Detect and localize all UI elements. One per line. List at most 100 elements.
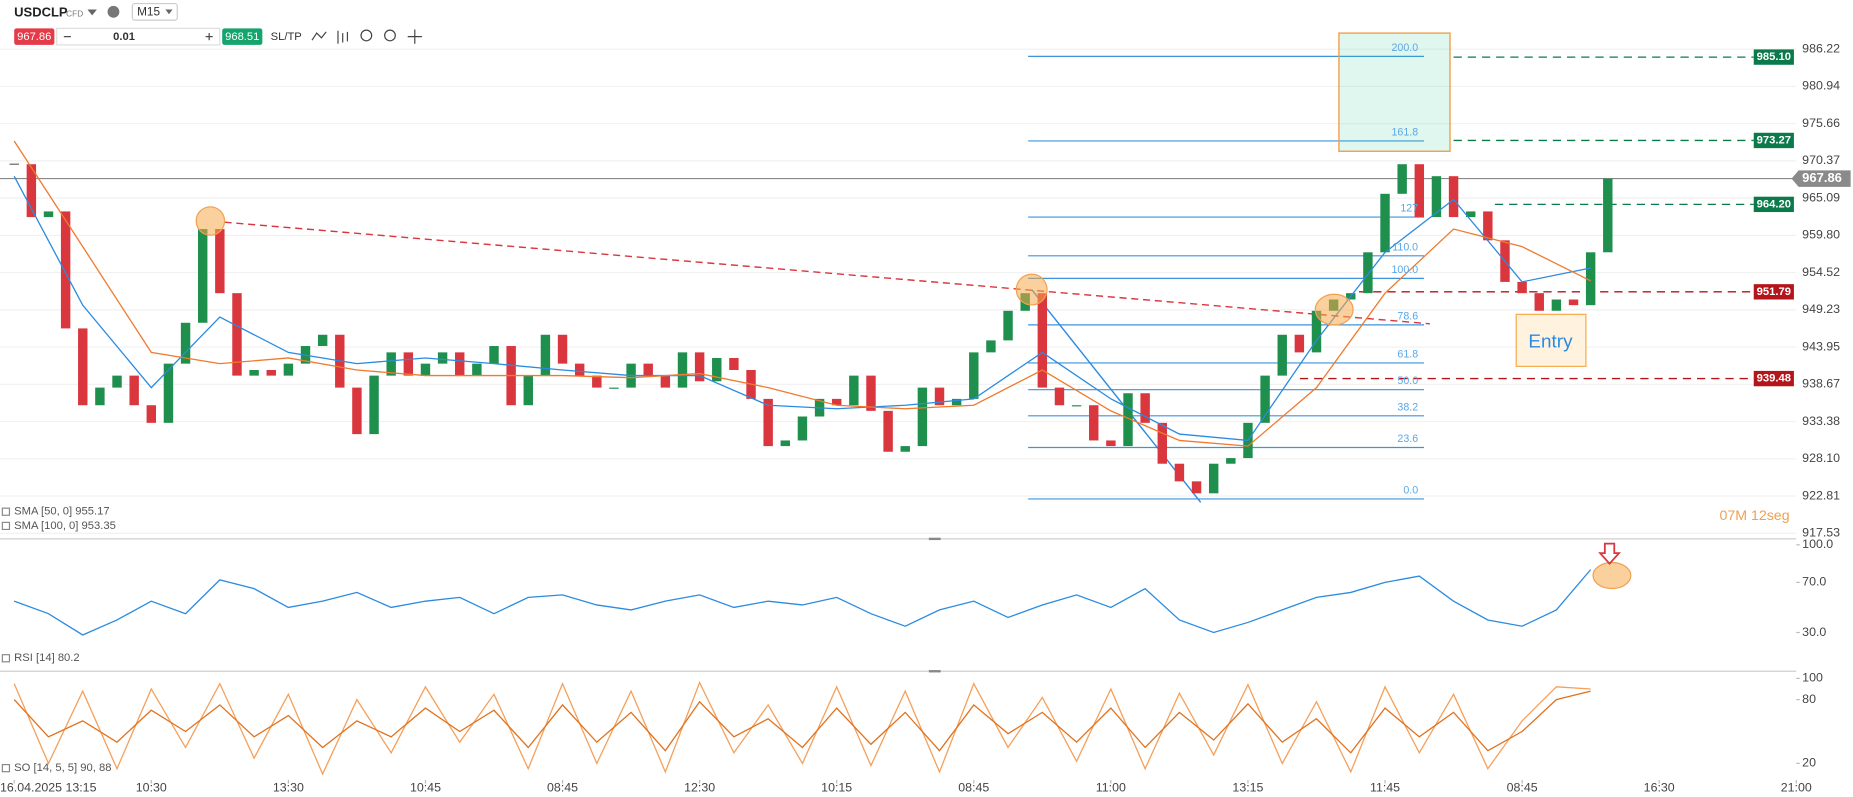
- highlight-circle: [1592, 561, 1632, 590]
- y-tick-label: 917.53: [1802, 526, 1840, 540]
- y-tick-label: 30.0: [1802, 625, 1826, 639]
- candle: [849, 375, 859, 406]
- candle: [1465, 211, 1476, 218]
- candle: [1226, 458, 1236, 464]
- candle: [763, 398, 773, 447]
- candle: [1568, 299, 1579, 306]
- candle: [557, 334, 568, 364]
- quantity-box[interactable]: [56, 27, 221, 46]
- timeframe[interactable]: M15: [137, 5, 160, 19]
- candle: [677, 352, 688, 388]
- symbol-dropdown[interactable]: [87, 9, 97, 16]
- legend-entry: SO [14, 5, 5] 90, 88: [14, 762, 111, 774]
- candle: [1260, 375, 1270, 423]
- fib-anchor-line: [1031, 289, 1202, 503]
- candle: [917, 387, 928, 447]
- candle: [249, 369, 259, 376]
- candle: [1585, 252, 1596, 306]
- trend-line: [224, 221, 1430, 325]
- y-tick-label: 954.52: [1802, 265, 1840, 279]
- fib-label: 200.0: [1392, 42, 1419, 54]
- candle: [1483, 211, 1493, 241]
- candle: [934, 387, 945, 406]
- x-tick-label: 11:45: [1370, 781, 1400, 795]
- front-layer: 986.22 980.94 975.66 970.37 965.09 959.80 954.…: [0, 41, 1851, 795]
- price-tag: [1753, 370, 1794, 387]
- candle: [43, 211, 54, 218]
- candle: [146, 405, 157, 423]
- candle: [1054, 387, 1065, 406]
- fib-label: 23.6: [1397, 433, 1418, 445]
- x-tick-label: 16:30: [1644, 781, 1675, 795]
- series-line: [13, 140, 1591, 447]
- ask-price[interactable]: 968.51: [225, 31, 259, 43]
- crosshair-icon[interactable]: [407, 29, 422, 44]
- x-tick-label: 10:30: [136, 781, 167, 795]
- chart-type-icon[interactable]: [311, 31, 327, 41]
- toolbar: USDCLP CFD M15 967.86 0.01 968.51 SL/TP: [14, 2, 422, 46]
- candle: [780, 440, 791, 447]
- indicator-icon[interactable]: [337, 30, 349, 44]
- fib-label: 0.0: [1403, 484, 1418, 496]
- candle: [60, 211, 71, 329]
- candle: [1397, 164, 1407, 194]
- instrument-type: CFD: [66, 9, 83, 18]
- back-layer: [0, 48, 1800, 784]
- x-tick-label: 10:45: [410, 781, 441, 795]
- candle: [1517, 281, 1527, 294]
- price-tag-label: 951.79: [1757, 286, 1791, 298]
- y-tick-label: 949.23: [1802, 302, 1840, 316]
- y-tick-label: 933.38: [1802, 414, 1840, 428]
- candle: [797, 416, 808, 441]
- candle: [1277, 334, 1287, 376]
- candle: [712, 358, 722, 382]
- symbol[interactable]: USDCLP: [14, 4, 68, 19]
- y-tick-label: 100.0: [1802, 537, 1833, 551]
- candle: [1089, 405, 1099, 441]
- candle: [403, 352, 414, 376]
- candle: [95, 387, 105, 406]
- price-tag-label: 939.48: [1757, 373, 1791, 385]
- sl-tp-button[interactable]: SL/TP: [271, 31, 302, 43]
- candle: [574, 363, 585, 376]
- candle: [523, 375, 533, 406]
- candle: [1191, 481, 1202, 494]
- series-line: [13, 569, 1592, 636]
- candle: [1414, 164, 1425, 218]
- candle: [1174, 463, 1185, 482]
- timeframe-select[interactable]: [131, 2, 178, 21]
- candle: [1603, 178, 1613, 253]
- y-tick-label: 975.66: [1802, 116, 1840, 130]
- zoom-out-icon[interactable]: [360, 29, 373, 42]
- price-tag: [1753, 196, 1794, 213]
- candle-countdown: 07M 12seg: [1719, 508, 1789, 524]
- candle: [1431, 176, 1442, 218]
- candle: [386, 352, 396, 376]
- y-tick-label: 80: [1802, 692, 1816, 706]
- timeframe-dropdown[interactable]: [165, 9, 173, 15]
- legend-icon: [1, 507, 11, 516]
- info-icon[interactable]: [107, 5, 120, 18]
- zoom-in-icon[interactable]: [384, 29, 396, 42]
- candle: [352, 387, 362, 435]
- candle: [180, 322, 191, 364]
- y-tick-label: 938.67: [1802, 377, 1840, 391]
- candle: [455, 352, 465, 376]
- quantity[interactable]: 0.01: [113, 31, 135, 43]
- sell-button[interactable]: [14, 28, 55, 45]
- buy-button[interactable]: [222, 28, 263, 45]
- bid-price[interactable]: 967.86: [17, 31, 51, 43]
- price-tag: [1753, 132, 1794, 149]
- x-tick-label: 08:45: [958, 781, 989, 795]
- highlight-circle: [1314, 293, 1354, 326]
- fib-label: 78.6: [1397, 310, 1418, 322]
- candle: [129, 375, 139, 406]
- candle: [592, 375, 602, 388]
- candle: [163, 363, 174, 423]
- candle: [283, 363, 294, 376]
- candle: [1311, 310, 1322, 353]
- y-tick-label: 100: [1802, 671, 1823, 685]
- candle: [317, 334, 328, 347]
